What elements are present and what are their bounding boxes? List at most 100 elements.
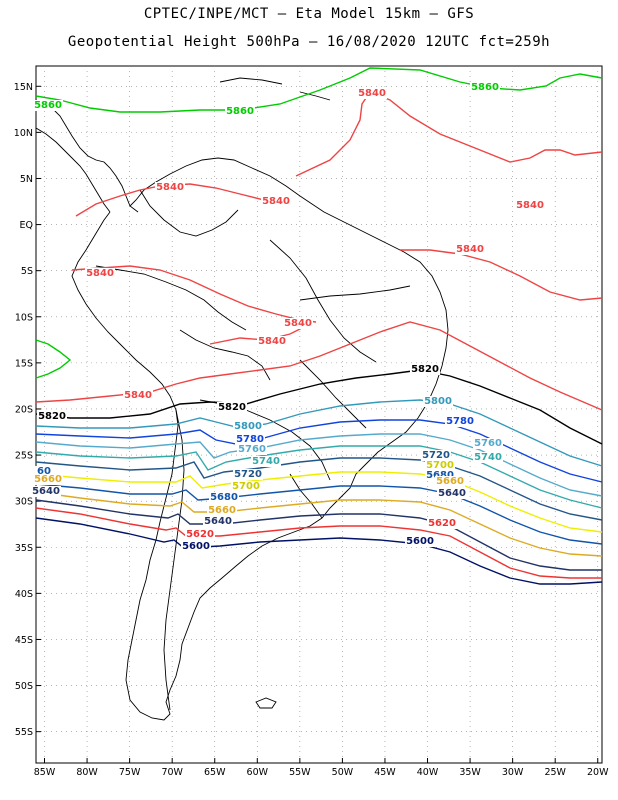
contour-label-5620: 5620 <box>185 529 215 540</box>
contour-label-5840: 5840 <box>257 336 287 347</box>
lon-label: 25W <box>544 767 566 778</box>
contour-label-bg <box>237 444 267 455</box>
contour-label-bg <box>435 476 465 487</box>
latitude-labels: 15N 10N 5N EQ 5S 10S 15S 20S 25S 30S 35S 40S 45S 50S 5… <box>14 82 33 738</box>
contour-label-bg <box>425 460 455 471</box>
border-brazil-uruguay <box>289 473 323 519</box>
longitude-labels: 85W 80W 75W 70W 65W 60W 55W 50W 45W 40W 35W 30W 25W 2… <box>34 767 609 778</box>
contour-label-bg <box>155 182 185 193</box>
contour-label-text: 5640 <box>438 488 466 499</box>
contour-5840-east <box>400 249 603 301</box>
contour-label-5840: 5840 <box>261 196 291 207</box>
south-america-coast <box>71 157 449 721</box>
contour-label-5840: 5840 <box>123 390 153 401</box>
lon-label: 20W <box>587 767 609 778</box>
contour-label-5820: 5820 <box>37 411 67 422</box>
contour-label-text: 5820 <box>38 411 66 422</box>
contour-label-bg <box>209 492 239 503</box>
contour-5800 <box>35 399 603 467</box>
contour-lines <box>35 67 603 585</box>
contour-label-text: 5600 <box>182 541 210 552</box>
contour-label-5680: 5680 <box>209 492 239 503</box>
lat-label: 45S <box>15 635 33 646</box>
contour-label-bg <box>29 466 59 477</box>
contour-label-5660: 5660 <box>33 474 63 485</box>
lat-label: 25S <box>15 451 33 462</box>
contour-label-bg <box>421 450 451 461</box>
contour-5720 <box>35 457 603 521</box>
border-brazil-states <box>269 239 377 363</box>
contour-label-5860: 5860 <box>225 106 255 117</box>
contour-label-text: 5620 <box>186 529 214 540</box>
contour-label-bg <box>470 82 500 93</box>
contour-label-bg <box>203 516 233 527</box>
contour-label-text: 5780 <box>446 416 474 427</box>
contour-label-text: 5660 <box>436 476 464 487</box>
contour-5780 <box>35 419 603 483</box>
contour-label-bg <box>423 396 453 407</box>
contour-label-bg <box>251 456 281 467</box>
lat-label: 10S <box>15 312 33 323</box>
contour-label-bg <box>257 336 287 347</box>
lat-label: 30S <box>15 497 33 508</box>
lat-label: 5S <box>21 266 33 277</box>
contour-label-5780: 5780 <box>235 434 265 445</box>
title-line-1: CPTEC/INPE/MCT – Eta Model 15km – GFS <box>143 6 475 22</box>
contour-label-5840: 5840 <box>357 88 387 99</box>
contour-label-bg <box>261 196 291 207</box>
contour-5760 <box>35 433 603 497</box>
contour-label-bg <box>31 486 61 497</box>
contour-label-5740: 5740 <box>473 452 503 463</box>
contour-5860-west <box>35 339 72 379</box>
contour-label-text: 5860 <box>34 100 62 111</box>
contour-label-text: 5800 <box>424 396 452 407</box>
lon-label: 50W <box>332 767 354 778</box>
contour-label-5740: 5740 <box>251 456 281 467</box>
lon-label: 85W <box>34 767 56 778</box>
lon-label: 35W <box>459 767 481 778</box>
contour-label-text: 5800 <box>234 421 262 432</box>
contour-label-text: 5720 <box>234 469 262 480</box>
contour-label-text: 5700 <box>232 481 260 492</box>
lat-label: 40S <box>15 589 33 600</box>
lon-label: 45W <box>374 767 396 778</box>
contour-label-bg <box>85 268 115 279</box>
contour-label-text: 5780 <box>236 434 264 445</box>
graticule <box>36 66 602 763</box>
contour-label-bg <box>235 434 265 445</box>
lat-label: 15N <box>14 82 33 93</box>
contour-label-5700: 5700 <box>231 481 261 492</box>
contour-label-bg <box>437 488 467 499</box>
contour-label-text: 5740 <box>252 456 280 467</box>
contour-label-text: 5700 <box>426 460 454 471</box>
contour-label-bg <box>445 416 475 427</box>
lon-label: 60W <box>247 767 269 778</box>
contour-5820 <box>35 369 603 445</box>
contour-label-text: 5660 <box>34 474 62 485</box>
contour-label-bg <box>231 481 261 492</box>
contour-label-bg <box>283 318 313 329</box>
contour-label-5840: 5840 <box>155 182 185 193</box>
central-america-pacific-coast <box>35 127 111 213</box>
lon-label: 75W <box>119 767 141 778</box>
lat-label: 55S <box>15 727 33 738</box>
contour-label-5820: 5820 <box>217 402 247 413</box>
contour-label-5660: 5660 <box>435 476 465 487</box>
lon-label: 40W <box>417 767 439 778</box>
border-bolivia <box>179 329 271 381</box>
contour-label-bg <box>425 470 455 481</box>
contour-label-bg <box>473 438 503 449</box>
contour-label-5800: 5800 <box>423 396 453 407</box>
contour-5700 <box>35 471 603 533</box>
contour-label-5720: 5720 <box>421 450 451 461</box>
lat-label: 5N <box>20 174 33 185</box>
lat-label: EQ <box>20 220 33 231</box>
lon-label: 70W <box>161 767 183 778</box>
contour-label-text: 5820 <box>411 364 439 375</box>
contour-5740 <box>35 445 603 509</box>
border-brazil-states-3 <box>299 359 367 429</box>
contour-label-bg <box>33 474 63 485</box>
contour-label-5780: 5780 <box>445 416 475 427</box>
lon-label: 30W <box>502 767 524 778</box>
